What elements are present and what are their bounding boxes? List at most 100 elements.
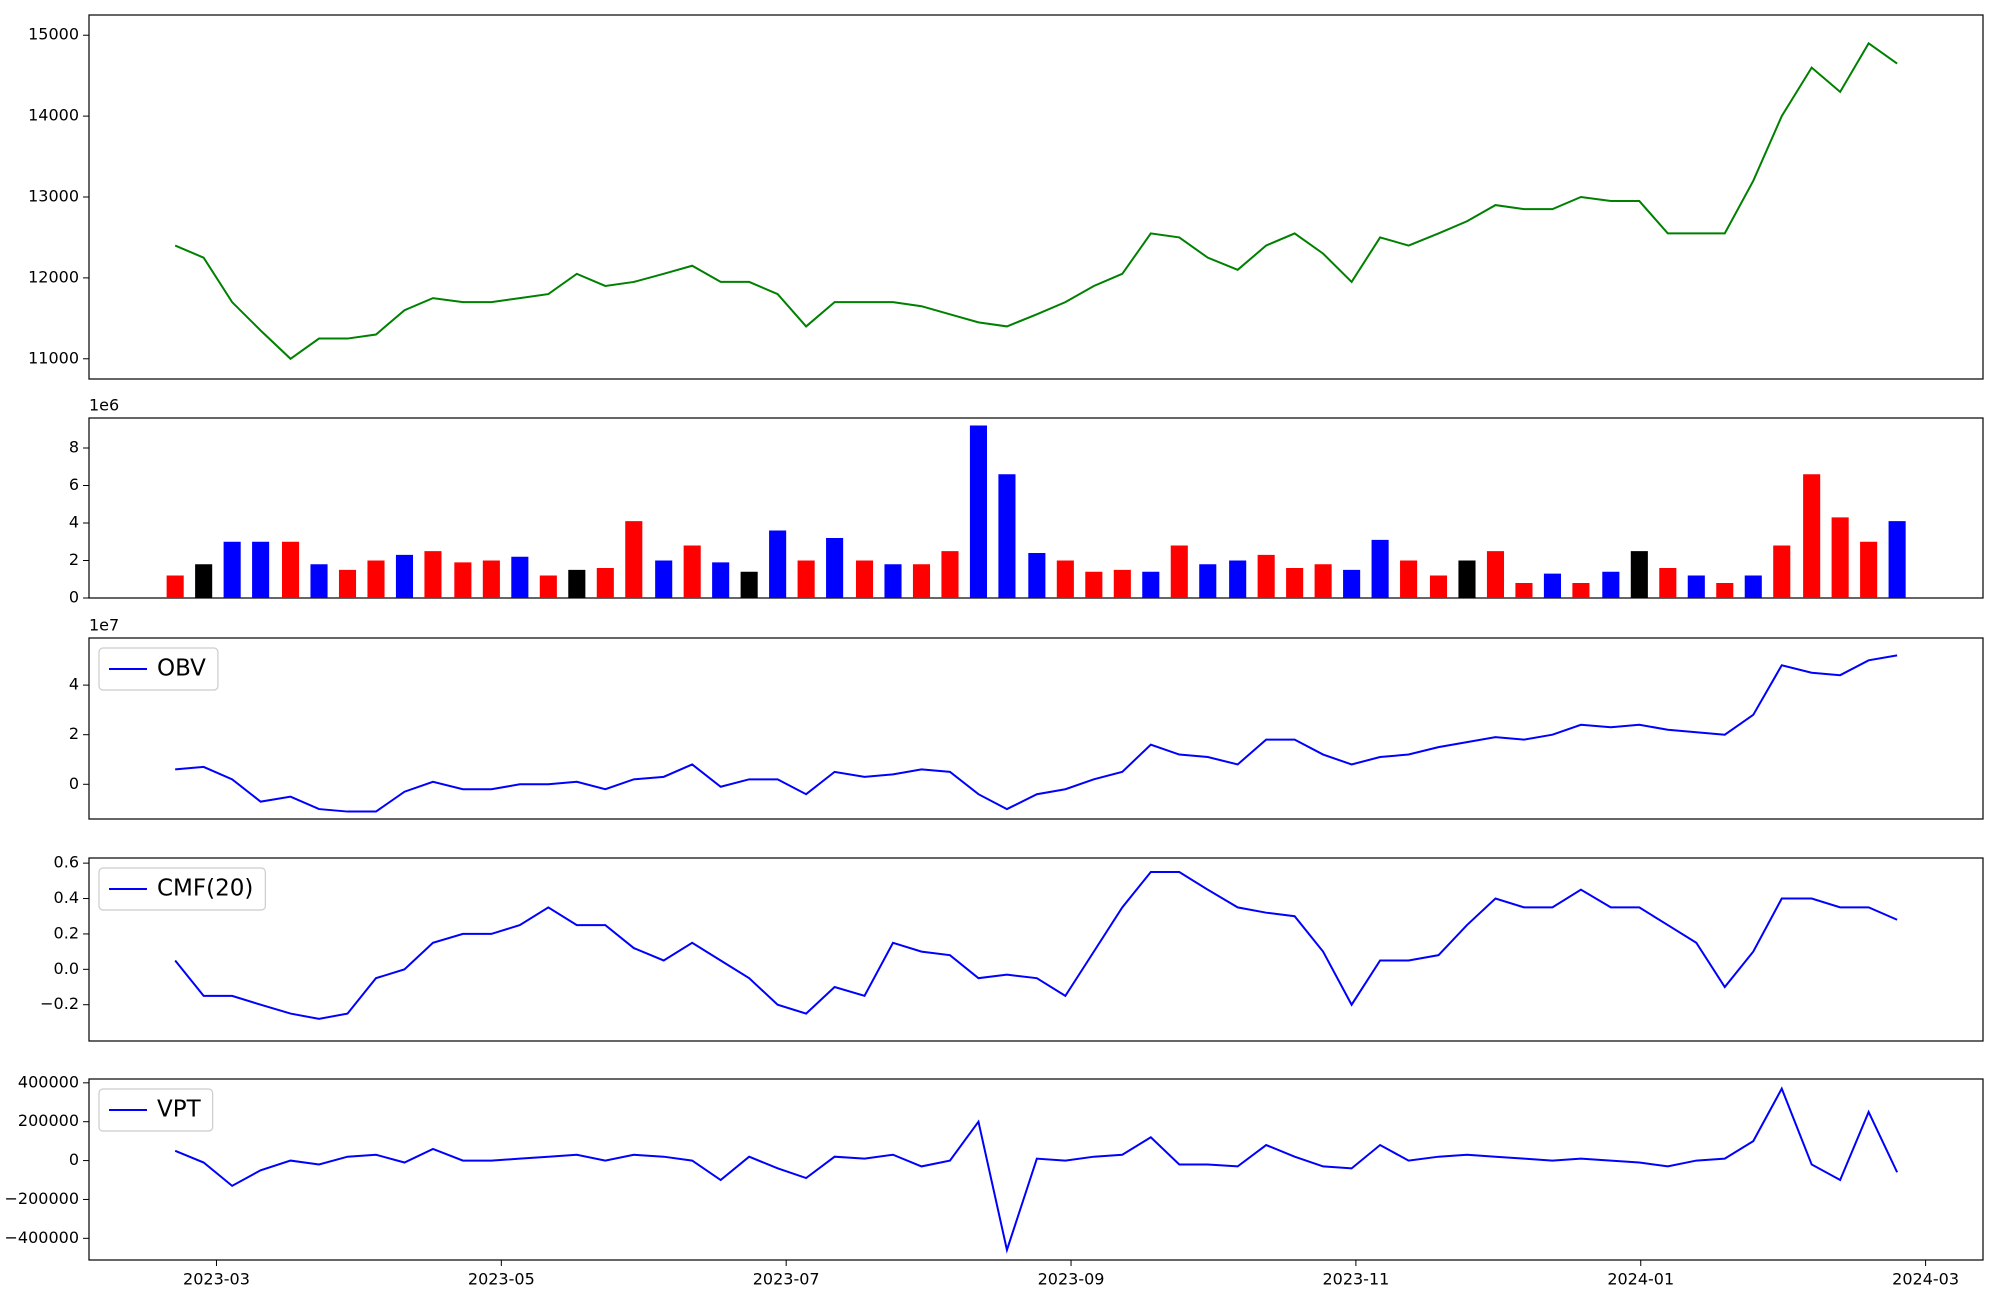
legend-box [98, 647, 219, 691]
bar [1429, 575, 1448, 598]
bar [1888, 521, 1906, 598]
x-tick-label: 2024-01 [1607, 1270, 1674, 1289]
legend-label: CMF(20) [157, 876, 253, 902]
y-tick-label: −400000 [5, 1228, 79, 1247]
bar [1744, 575, 1762, 598]
series-line [174, 1086, 1899, 1254]
bar [884, 564, 902, 598]
y-tick-label: 13000 [28, 187, 79, 206]
y-tick-label: 15000 [28, 25, 79, 44]
y-tick-label: 0 [69, 774, 79, 793]
y-tick-label: −200000 [5, 1189, 79, 1208]
bar [1056, 560, 1074, 598]
bar [1543, 573, 1561, 598]
bar [1831, 517, 1849, 598]
y-tick-label: 0.6 [54, 853, 79, 872]
offset-text: 1e6 [89, 396, 119, 415]
legend: VPT [98, 1088, 214, 1132]
y-tick-label: 2 [69, 724, 79, 743]
x-tick-label: 2023-03 [183, 1270, 250, 1289]
bar [454, 562, 472, 598]
bar [969, 425, 988, 598]
bar [539, 575, 557, 598]
y-tick-label: 200000 [18, 1111, 79, 1130]
series-line [175, 654, 1898, 813]
x-tick-label: 2023-07 [753, 1270, 820, 1289]
x-tick-label: 2023-05 [468, 1270, 535, 1289]
bar [1199, 564, 1217, 598]
bar [1028, 553, 1046, 598]
x-tick-label: 2024-03 [1892, 1270, 1959, 1289]
bar [1085, 571, 1103, 598]
bar [655, 560, 673, 598]
bar [482, 560, 500, 598]
y-tick-label: 0 [69, 588, 79, 607]
bar [395, 554, 414, 598]
bar [1142, 571, 1160, 598]
bar [769, 530, 787, 598]
y-tick-label: 4 [69, 513, 79, 532]
y-tick-label: 8 [69, 438, 79, 457]
bar [424, 551, 442, 598]
bar [511, 556, 529, 598]
y-tick-label: 400000 [18, 1072, 79, 1091]
legend: CMF(20) [98, 867, 266, 911]
bar [1400, 560, 1418, 598]
y-tick-label: 14000 [28, 106, 79, 125]
price-line [174, 41, 1898, 361]
bar [912, 564, 931, 598]
bar [740, 571, 758, 598]
y-tick-label: 11000 [28, 348, 79, 367]
x-tick-label: 2023-09 [1038, 1270, 1105, 1289]
legend: OBV [98, 647, 219, 691]
bar [1860, 541, 1878, 598]
bar [367, 560, 385, 598]
bar [338, 569, 357, 598]
bar [1572, 583, 1590, 598]
bar [1371, 539, 1389, 598]
y-tick-label: 0 [69, 1150, 79, 1169]
legend-box [98, 1088, 214, 1132]
bar [797, 560, 815, 598]
y-tick-label: 4 [69, 675, 79, 694]
bar [1314, 564, 1332, 598]
bar [712, 562, 730, 598]
bar [1113, 569, 1131, 598]
bar [166, 575, 184, 598]
bar [683, 545, 701, 598]
bar [310, 564, 328, 598]
bar [1659, 568, 1677, 598]
bar [826, 538, 844, 598]
bar [223, 541, 241, 598]
plot-frame [88, 637, 1984, 820]
bar [998, 474, 1016, 598]
bar [1630, 551, 1648, 598]
bar [1343, 569, 1361, 598]
plot-frame [88, 1078, 1984, 1261]
bar [1229, 560, 1247, 598]
bar [1286, 568, 1304, 598]
bar [1515, 583, 1533, 598]
bar [195, 564, 213, 598]
bar [1803, 474, 1821, 598]
bar [1602, 571, 1620, 598]
bar [1687, 575, 1705, 598]
y-tick-label: 0.4 [54, 888, 79, 907]
y-tick-label: 0.2 [54, 923, 79, 942]
bar [1458, 560, 1476, 598]
bar [1773, 545, 1791, 598]
bar [1257, 554, 1275, 598]
bar [1486, 551, 1505, 598]
series-line [174, 870, 1898, 1020]
y-tick-label: −0.2 [40, 994, 79, 1013]
bar [252, 541, 270, 598]
plot-frame [88, 857, 1984, 1042]
bar [625, 521, 643, 598]
y-tick-label: 12000 [28, 267, 79, 286]
x-tick-label: 2023-11 [1322, 1270, 1389, 1289]
legend-label: VPT [157, 1097, 202, 1123]
offset-text: 1e7 [89, 616, 119, 635]
bar [596, 568, 614, 598]
y-tick-label: 0.0 [54, 959, 79, 978]
